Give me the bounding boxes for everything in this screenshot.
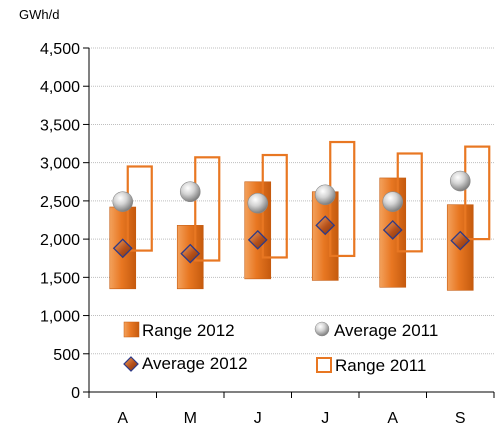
legend-swatch-range-2011 [316, 357, 332, 373]
average-2011-marker [179, 181, 201, 203]
average-2012-marker [112, 238, 133, 259]
average-2011-marker [247, 192, 269, 214]
legend-label-range-2011: Range 2011 [335, 356, 426, 375]
x-tick-label: J [321, 410, 329, 427]
range-2011-outline [194, 156, 221, 262]
y-tick-label: 500 [53, 347, 80, 364]
legend-swatch-range-2012 [123, 321, 140, 338]
legend-swatch-average-2011 [314, 321, 330, 337]
average-2012-marker [450, 230, 471, 251]
y-tick-label: 3,000 [40, 156, 80, 173]
legend-label-range-2012: Range 2012 [142, 321, 235, 340]
y-tick-label: 3,500 [40, 117, 80, 134]
average-2012-marker [247, 229, 268, 250]
x-tick-label: A [387, 410, 398, 427]
average-2012-marker [315, 215, 336, 236]
y-tick-label: 2,000 [40, 232, 80, 249]
range-2011-outline [464, 145, 491, 241]
y-tick-label: 1,000 [40, 309, 80, 326]
x-tick-label: A [117, 410, 128, 427]
y-axis-unit-label: GWh/d [19, 7, 60, 22]
y-tick-label: 4,500 [40, 41, 80, 58]
average-2011-marker [314, 184, 336, 206]
bars-layer [109, 140, 491, 291]
legend-swatch-average-2012 [123, 356, 139, 372]
average-2011-marker [112, 191, 134, 212]
average-2012-marker [180, 243, 201, 264]
x-tick-label: S [455, 410, 466, 427]
x-tick-label: J [254, 410, 262, 427]
range-2012-bar [311, 191, 339, 281]
y-tick-label: 4,000 [40, 79, 80, 96]
average-2011-marker [382, 191, 404, 212]
grid-layer [89, 47, 494, 355]
y-tick-label: 1,500 [40, 270, 80, 287]
average-2012-marker [382, 220, 403, 240]
legend: Range 2012 Average 2011 Average 2012 Ran… [123, 321, 438, 375]
axis-layer: 0 500 1,000 1,500 2,000 2,500 3,000 3,500 4,000 4… [40, 41, 495, 427]
legend-label-average-2012: Average 2012 [142, 354, 248, 373]
markers-layer [112, 170, 471, 264]
average-2011-marker [449, 170, 471, 192]
y-tick-label: 2,500 [40, 194, 80, 211]
y-tick-label: 0 [71, 385, 80, 402]
x-tick-label: M [184, 410, 197, 427]
legend-label-average-2011: Average 2011 [334, 321, 438, 340]
